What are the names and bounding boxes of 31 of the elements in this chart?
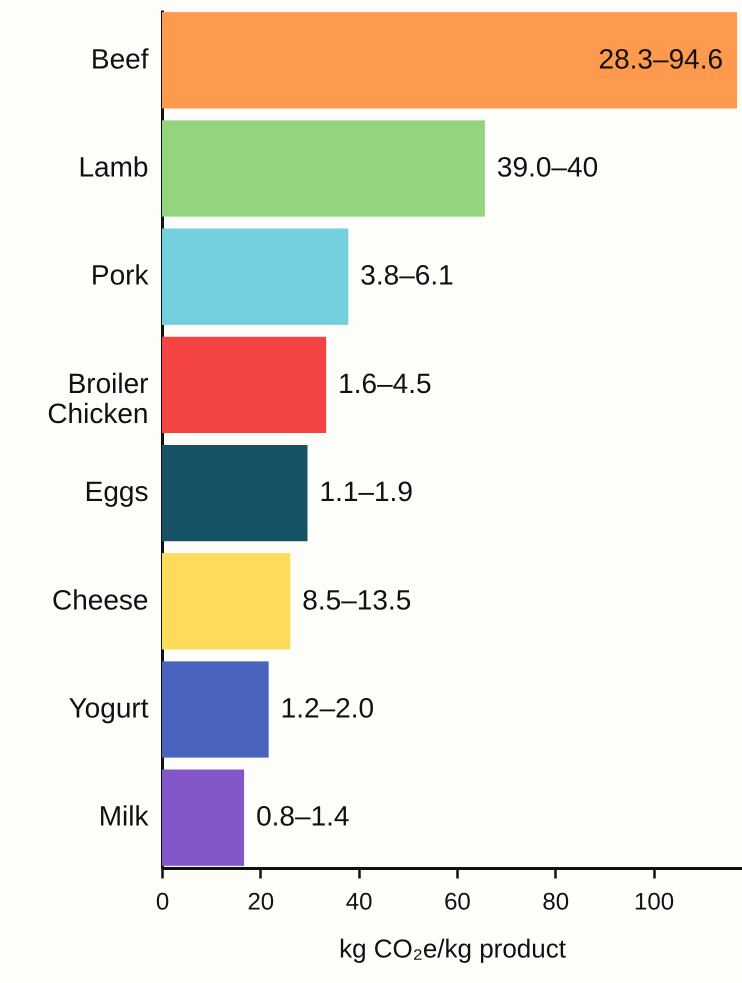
bar [162,228,348,325]
y-tick-label: Cheese [52,584,148,616]
x-tick-label: 20 [247,888,274,916]
x-tick-label: 40 [346,888,372,916]
data-label: 28.3–94.6 [598,43,724,74]
data-label: 1.2–2.0 [280,692,374,724]
x-tick-label: 0 [156,888,170,916]
y-tick-label: Broiler Chicken [47,368,148,429]
y-tick-label: Pork [90,260,150,291]
x-axis-title: kg CO₂e/kg product [339,934,567,964]
y-tick-label: Beef [90,43,149,74]
x-tick-label: 60 [444,888,471,916]
bar [162,444,308,542]
data-label: 8.5–13.5 [302,584,412,616]
bar [162,12,738,108]
bar [162,770,244,866]
data-label: 1.6–4.5 [338,368,432,399]
bar [162,553,290,650]
bar [162,661,269,758]
y-tick-label: Milk [98,800,150,832]
y-tick-label: Lamb [78,152,148,183]
bar [162,120,485,217]
data-label: 1.1–1.9 [319,476,413,508]
bar [162,336,326,434]
data-label: 3.8–6.1 [360,260,454,291]
y-tick-label: Eggs [84,476,148,508]
y-tick-label: Yogurt [68,692,149,724]
x-tick-label: 80 [542,888,570,916]
data-label: 39.0–40 [496,152,598,183]
x-tick-label: 100 [634,888,674,916]
data-label: 0.8–1.4 [256,800,350,832]
